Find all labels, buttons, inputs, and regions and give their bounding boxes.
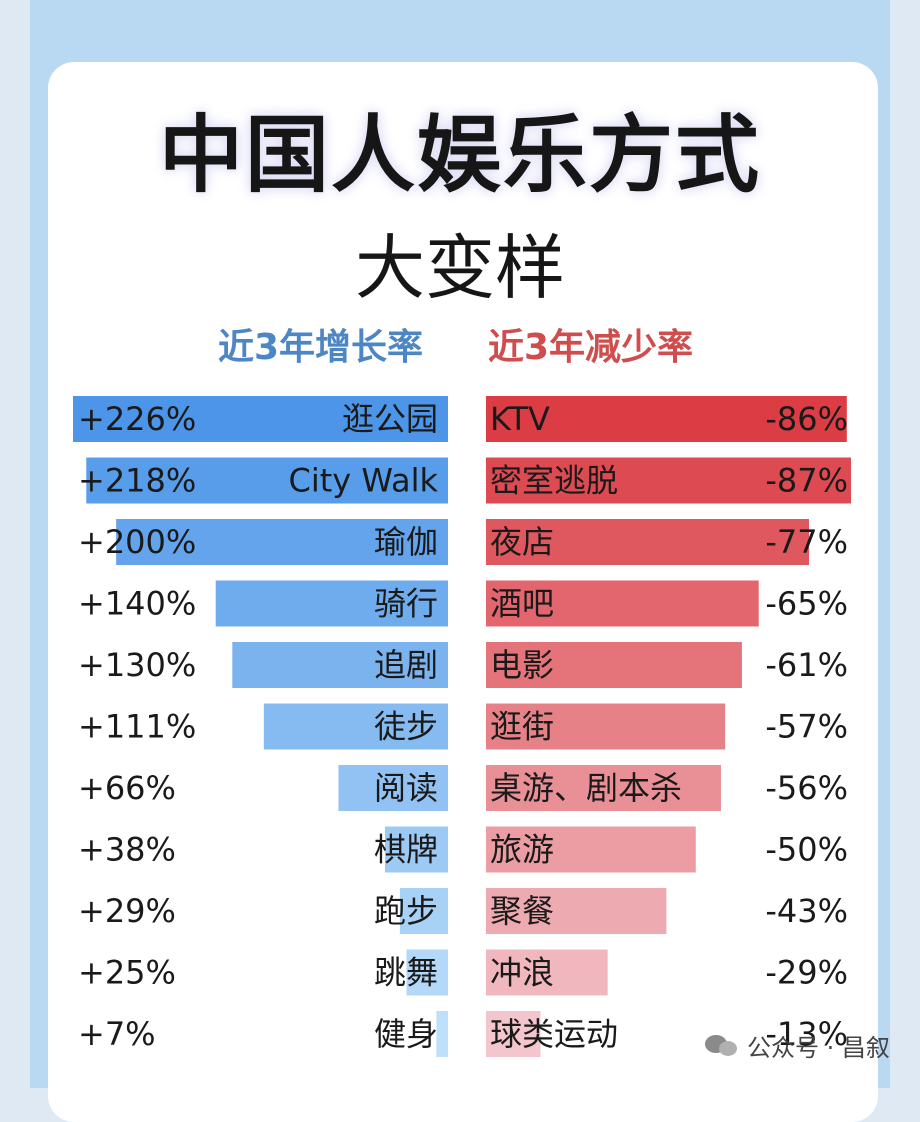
decline-value-label: -29% [765, 954, 848, 992]
growth-bar [86, 457, 448, 504]
growth-value-label: +200% [78, 523, 196, 561]
growth-bar [215, 580, 448, 627]
decline-value-label: -87% [765, 462, 848, 500]
watermark-text: 公众号 · 昌叙 [747, 1034, 890, 1062]
page-subtitle: 大变样 [341, 212, 579, 313]
decline-value-label: -65% [765, 585, 848, 623]
growth-bar [338, 765, 448, 811]
decline-value-label: -77% [765, 523, 848, 561]
growth-value-label: +38% [78, 831, 176, 869]
decline-category-label: 聚餐 [490, 892, 554, 930]
decline-bar [486, 1011, 541, 1057]
growth-value-label: +130% [78, 646, 196, 684]
growth-value-label: +25% [78, 954, 176, 992]
decline-bar [486, 642, 742, 688]
decline-category-label: 夜店 [490, 523, 554, 561]
decline-value-label: -61% [765, 646, 848, 684]
growth-category-label: 棋牌 [374, 831, 438, 869]
growth-value-label: +29% [78, 892, 176, 930]
growth-category-label: 逛公园 [342, 400, 438, 438]
growth-category-label: 健身 [374, 1015, 438, 1053]
growth-bar [399, 888, 448, 934]
growth-bar [73, 396, 448, 442]
growth-value-label: +7% [78, 1015, 156, 1053]
decline-bar [486, 457, 851, 504]
growth-category-label: 跳舞 [374, 954, 438, 992]
decline-category-label: 逛街 [490, 708, 554, 746]
decline-category-label: KTV [490, 400, 550, 438]
decline-column-title: 近3年减少率 [488, 327, 694, 368]
growth-bar [436, 1011, 448, 1057]
growth-bar [384, 826, 448, 873]
growth-column-title: 近3年增长率 [218, 327, 424, 368]
decline-bar [486, 949, 608, 996]
growth-value-label: +111% [78, 708, 196, 746]
decline-bar [486, 519, 810, 565]
decline-category-label: 球类运动 [490, 1015, 618, 1053]
decline-category-label: 电影 [490, 646, 554, 684]
decline-bar [486, 765, 721, 811]
decline-value-label: -86% [765, 400, 848, 438]
growth-category-label: 骑行 [374, 585, 438, 623]
growth-category-label: City Walk [288, 462, 438, 500]
decline-bar [486, 826, 696, 873]
decline-value-label: -56% [765, 769, 848, 807]
watermark: 公众号 · 昌叙 [705, 1028, 890, 1063]
decline-bar [486, 703, 726, 750]
decline-category-label: 密室逃脱 [490, 462, 618, 500]
growth-bar [263, 703, 448, 750]
growth-category-label: 阅读 [374, 769, 438, 807]
decline-bar [486, 888, 667, 934]
decline-value-label: -50% [765, 831, 848, 869]
decline-bar [486, 396, 847, 442]
growth-category-label: 瑜伽 [374, 523, 438, 561]
page-title: 中国人娱乐方式 [158, 106, 761, 204]
growth-category-label: 追剧 [374, 646, 438, 684]
growth-category-label: 跑步 [374, 892, 438, 930]
growth-value-label: +66% [78, 769, 176, 807]
bar-chart: +226% 逛公园 +218% City Walk +200% 瑜伽 +140% 骑行 +130… [73, 396, 851, 1057]
decline-value-label: -43% [765, 892, 848, 930]
growth-bar [116, 519, 448, 565]
growth-bar [406, 949, 448, 996]
decline-bar [486, 580, 759, 627]
decline-category-label: 旅游 [490, 831, 554, 869]
decline-value-label: -57% [765, 708, 848, 746]
subtitle-wrap: 大变样 [0, 212, 920, 313]
decline-category-label: 冲浪 [490, 954, 554, 992]
decline-category-label: 桌游、剧本杀 [490, 769, 682, 807]
growth-value-label: +140% [78, 585, 196, 623]
wechat-icon [705, 1033, 739, 1059]
decline-value-label: -13% [765, 1015, 848, 1053]
growth-value-label: +226% [78, 400, 196, 438]
growth-value-label: +218% [78, 462, 196, 500]
growth-category-label: 徒步 [374, 708, 438, 746]
growth-bar [232, 642, 448, 688]
decline-category-label: 酒吧 [490, 585, 554, 623]
